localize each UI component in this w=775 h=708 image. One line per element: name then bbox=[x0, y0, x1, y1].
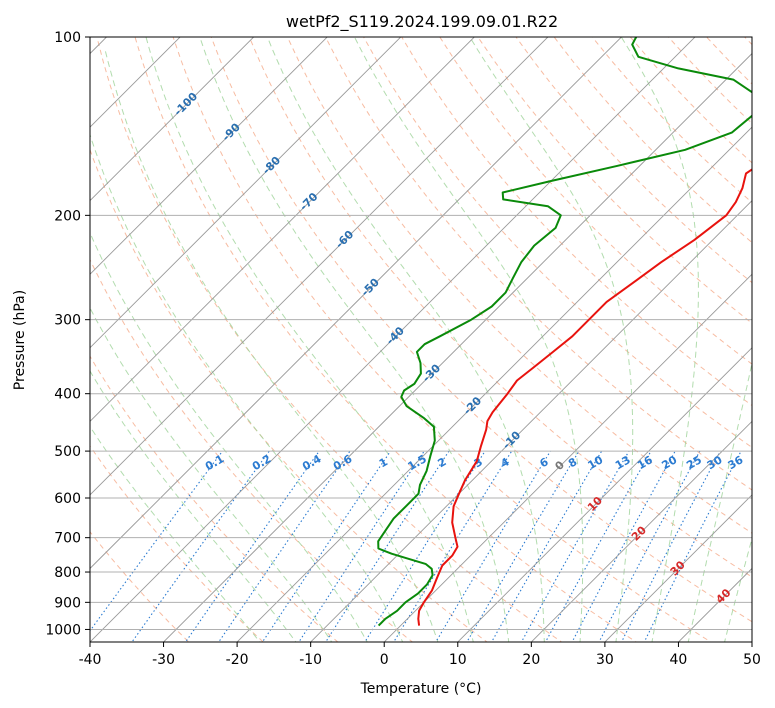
y-tick-label: 400 bbox=[54, 387, 81, 403]
x-tick-label: 50 bbox=[743, 652, 761, 668]
x-tick-label: 20 bbox=[522, 652, 540, 668]
x-axis-label: Temperature (°C) bbox=[360, 681, 482, 697]
mixing-ratio-label: 1 bbox=[377, 455, 390, 470]
chart-title: wetPf2_S119.2024.199.09.01.R22 bbox=[286, 12, 558, 32]
moist-adiabat-line bbox=[73, 73, 408, 654]
isotherm-label: -90 bbox=[220, 120, 243, 143]
y-tick-label: 700 bbox=[54, 531, 81, 547]
x-tick-label: -30 bbox=[152, 652, 175, 668]
isotherm-line bbox=[0, 10, 501, 654]
isotherm-label: -50 bbox=[359, 276, 382, 299]
dry-adiabat-line bbox=[424, 10, 775, 654]
mixing-ratio-line bbox=[318, 451, 449, 654]
mixing-ratio-label: 25 bbox=[684, 453, 704, 472]
isotherm-line bbox=[225, 10, 775, 654]
mixing-ratio-line bbox=[291, 451, 424, 654]
isotherm-label: -100 bbox=[171, 90, 200, 119]
isotherm-label: -40 bbox=[384, 324, 407, 347]
mixing-ratio-line bbox=[255, 451, 391, 654]
y-tick-label: 1000 bbox=[45, 622, 81, 638]
mixing-ratio-lines bbox=[73, 451, 741, 654]
x-tick-label: -20 bbox=[226, 652, 249, 668]
isotherm-label: 20 bbox=[629, 523, 649, 543]
dry-adiabats bbox=[0, 10, 775, 654]
mixing-ratio-label: 20 bbox=[659, 453, 679, 472]
dry-adiabat-line bbox=[350, 10, 775, 654]
y-axis-ticks: 100 200 300 400 500 600 700 800 900 1000 bbox=[45, 30, 90, 638]
dry-adiabat-line bbox=[535, 10, 775, 654]
x-tick-label: 40 bbox=[670, 652, 688, 668]
moist-adiabat-line bbox=[355, 37, 583, 654]
moist-adiabat-line bbox=[686, 37, 775, 654]
dry-adiabat-line bbox=[91, 10, 579, 654]
mixing-ratio-line bbox=[639, 451, 742, 654]
mixing-ratio-label: 10 bbox=[586, 453, 606, 472]
mixing-ratio-label: 0.2 bbox=[250, 452, 273, 473]
moist-adiabat-line bbox=[0, 174, 269, 655]
isotherm-label: 40 bbox=[713, 586, 733, 606]
isotherm-line bbox=[519, 10, 775, 654]
isotherm-line bbox=[152, 10, 775, 654]
mixing-ratio-line bbox=[539, 451, 651, 654]
dry-adiabat-line bbox=[54, 10, 503, 654]
isotherm-line bbox=[299, 10, 775, 654]
dry-adiabat-line bbox=[682, 10, 775, 654]
isotherm-line bbox=[372, 10, 775, 654]
isotherm-line bbox=[740, 10, 775, 654]
y-tick-label: 300 bbox=[54, 313, 81, 329]
moist-adiabat-line bbox=[146, 37, 476, 654]
y-tick-label: 500 bbox=[54, 444, 81, 460]
y-tick-label: 900 bbox=[54, 595, 81, 611]
mixing-ratio-label: 16 bbox=[635, 453, 655, 472]
x-tick-label: 30 bbox=[596, 652, 614, 668]
isotherm-label: -20 bbox=[461, 394, 484, 417]
isotherm-label: -70 bbox=[297, 190, 320, 213]
isotherm-label: 0 bbox=[552, 458, 567, 473]
y-axis-label: Pressure (hPa) bbox=[12, 290, 28, 390]
x-axis-ticks: -40 -30 -20 -10 0 10 20 30 40 50 bbox=[79, 642, 761, 668]
mixing-ratio-line bbox=[460, 451, 579, 654]
pressure-gridlines bbox=[90, 37, 752, 629]
dry-adiabat-line bbox=[461, 10, 775, 654]
dry-adiabat-line bbox=[609, 10, 775, 654]
mixing-ratio-line bbox=[124, 451, 270, 654]
mixing-ratio-line bbox=[429, 451, 551, 654]
y-tick-label: 800 bbox=[54, 565, 81, 581]
moist-adiabat-line bbox=[0, 150, 305, 654]
moist-adiabat-line bbox=[722, 37, 775, 654]
isotherm-line bbox=[0, 10, 281, 654]
dry-adiabat-line bbox=[17, 10, 428, 654]
mixing-ratio-label: 0.4 bbox=[300, 452, 324, 473]
mixing-ratio-label: 36 bbox=[726, 453, 746, 472]
dry-adiabat-line bbox=[572, 10, 775, 654]
isotherm-label: 10 bbox=[585, 494, 605, 514]
dry-adiabat-line bbox=[756, 10, 775, 654]
isotherm-label: -80 bbox=[260, 154, 283, 177]
dry-adiabat-line bbox=[719, 10, 775, 654]
isotherm-line bbox=[666, 10, 775, 654]
isotherm-line bbox=[446, 10, 775, 654]
moist-adiabat-line bbox=[200, 37, 510, 654]
mixing-ratio-label: 0.1 bbox=[203, 452, 226, 473]
x-tick-label: 10 bbox=[449, 652, 467, 668]
mixing-ratio-line bbox=[387, 451, 512, 654]
x-tick-label: -10 bbox=[299, 652, 322, 668]
y-tick-label: 100 bbox=[54, 30, 81, 46]
isotherms bbox=[0, 10, 775, 654]
dry-adiabat-line bbox=[498, 10, 775, 654]
mixing-ratio-label: 0.6 bbox=[331, 452, 355, 473]
mixing-ratio-line bbox=[73, 451, 222, 654]
y-tick-label: 200 bbox=[54, 208, 81, 224]
y-tick-label: 600 bbox=[54, 491, 81, 507]
dry-adiabat-line bbox=[276, 10, 775, 654]
isotherm-line bbox=[0, 10, 60, 654]
x-tick-label: -40 bbox=[79, 652, 102, 668]
mixing-ratio-label: 4 bbox=[498, 455, 511, 470]
x-tick-label: 0 bbox=[380, 652, 389, 668]
dry-adiabat-line bbox=[646, 10, 775, 654]
isotherm-label: 30 bbox=[668, 558, 688, 578]
isotherm-label: -10 bbox=[500, 428, 523, 451]
isotherm-label: -60 bbox=[333, 228, 356, 251]
